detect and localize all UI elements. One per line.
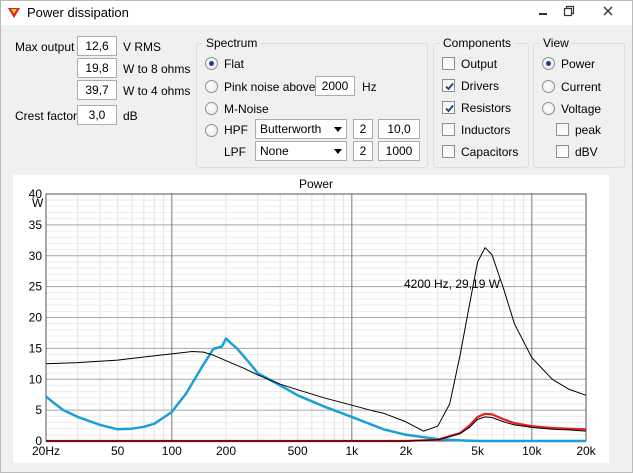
chart-title: Power (299, 177, 333, 191)
dbv-checkbox[interactable] (556, 145, 569, 158)
components-group: Components (433, 36, 529, 168)
lpf-label: LPF (224, 145, 247, 159)
x-tick-label: 20k (576, 444, 596, 458)
x-tick-label: 10k (522, 444, 542, 458)
close-icon (603, 6, 613, 16)
chevron-down-icon (334, 149, 342, 154)
max-output-unit: V RMS (123, 40, 162, 54)
power-8ohm-unit: W to 8 ohms (123, 62, 191, 76)
y-tick-label: 40 (29, 187, 43, 201)
x-tick-label: 20Hz (32, 444, 60, 458)
view-group: View (533, 36, 625, 168)
component-label-inductors: Inductors (461, 123, 511, 137)
view-power-radio[interactable] (542, 57, 555, 70)
y-tick-label: 10 (29, 372, 43, 386)
crest-factor-field[interactable]: 3,0 (77, 105, 117, 125)
hpf-freq-field[interactable]: 10,0 (378, 119, 420, 139)
power-4ohm-field[interactable]: 39,7 (77, 80, 117, 100)
mnoise-radio[interactable] (205, 102, 218, 115)
lpf-type-value: None (260, 144, 289, 158)
component-checkbox-capacitors[interactable] (442, 145, 455, 158)
component-label-drivers: Drivers (461, 79, 499, 93)
max-output-field[interactable]: 12,6 (77, 36, 117, 56)
peak-checkbox[interactable] (556, 123, 569, 136)
spectrum-group-title: Spectrum (203, 36, 261, 50)
flat-radio[interactable] (205, 57, 218, 70)
view-current-radio[interactable] (542, 80, 555, 93)
y-tick-label: 15 (29, 341, 43, 355)
y-tick-label: 30 (29, 249, 43, 263)
close-button[interactable] (588, 1, 628, 21)
x-tick-label: 1k (345, 444, 359, 458)
title-bar: Power dissipation (1, 1, 632, 25)
minimize-icon (539, 13, 547, 15)
lpf-type-select[interactable]: None (255, 141, 347, 161)
checkmark-icon (445, 82, 454, 91)
component-checkbox-inductors[interactable] (442, 123, 455, 136)
window-title: Power dissipation (27, 5, 129, 20)
x-tick-label: 500 (288, 444, 308, 458)
hpf-radio[interactable] (205, 124, 218, 137)
max-output-label: Max output (15, 40, 75, 54)
series-line-1 (45, 337, 586, 443)
y-tick-label: 0 (35, 434, 42, 448)
component-label-capacitors: Capacitors (461, 145, 519, 159)
pink-noise-radio[interactable] (205, 80, 218, 93)
restore-button[interactable] (556, 1, 582, 21)
y-tick-label: 25 (29, 280, 43, 294)
component-checkbox-drivers[interactable] (442, 79, 455, 92)
pink-noise-label: Pink noise above (224, 80, 316, 94)
power-4ohm-unit: W to 4 ohms (123, 84, 191, 98)
view-current-label: Current (561, 80, 602, 94)
dbv-label: dBV (575, 145, 598, 159)
hpf-order-field[interactable]: 2 (353, 119, 373, 139)
view-voltage-radio[interactable] (542, 102, 555, 115)
power-chart: Power W 0 5 10 15 20 25 30 35 40 20Hz 50 100 200 500 1k 2… (29, 177, 597, 458)
checkmark-icon (445, 104, 454, 113)
component-checkbox-output[interactable] (442, 57, 455, 70)
view-power-label: Power (561, 57, 596, 71)
series-line-3 (46, 416, 587, 442)
components-group-title: Components (440, 36, 515, 50)
x-tick-label: 200 (216, 444, 236, 458)
minimize-button[interactable] (530, 1, 556, 21)
power-chart-panel: Power W 0 5 10 15 20 25 30 35 40 20Hz 50 100 200 500 1k 2… (13, 175, 609, 463)
y-tick-label: 5 (35, 403, 42, 417)
restore-icon (563, 5, 575, 17)
chevron-down-icon (334, 127, 342, 132)
x-tick-label: 2k (400, 444, 414, 458)
spectrum-group: Spectrum (196, 36, 428, 168)
component-checkbox-resistors[interactable] (442, 101, 455, 114)
y-tick-label: 20 (29, 311, 43, 325)
component-label-resistors: Resistors (461, 101, 512, 115)
peak-annotation: 4200 Hz, 29,19 W (404, 277, 501, 291)
crest-factor-unit: dB (123, 109, 138, 123)
peak-label: peak (575, 123, 602, 137)
hpf-type-select[interactable]: Butterworth (255, 119, 347, 139)
component-label-output: Output (461, 57, 498, 71)
x-tick-label: 50 (111, 444, 125, 458)
app-logo-icon (7, 5, 21, 19)
pink-noise-unit: Hz (362, 80, 377, 94)
pink-noise-freq-field[interactable]: 2000 (315, 76, 355, 96)
lpf-freq-field[interactable]: 1000 (378, 141, 420, 161)
view-group-title: View (540, 36, 572, 50)
x-tick-label: 100 (162, 444, 182, 458)
crest-factor-label: Crest factor (15, 109, 78, 123)
flat-label: Flat (224, 57, 245, 71)
mnoise-label: M-Noise (224, 102, 269, 116)
hpf-type-value: Butterworth (260, 122, 322, 136)
hpf-label: HPF (224, 123, 248, 137)
y-axis-label: W (32, 196, 44, 210)
power-8ohm-field[interactable]: 19,8 (77, 58, 117, 78)
lpf-order-field[interactable]: 2 (353, 141, 373, 161)
series-line-0 (45, 247, 587, 432)
y-tick-label: 35 (29, 218, 43, 232)
x-tick-label: 5k (471, 444, 485, 458)
view-voltage-label: Voltage (561, 102, 602, 116)
